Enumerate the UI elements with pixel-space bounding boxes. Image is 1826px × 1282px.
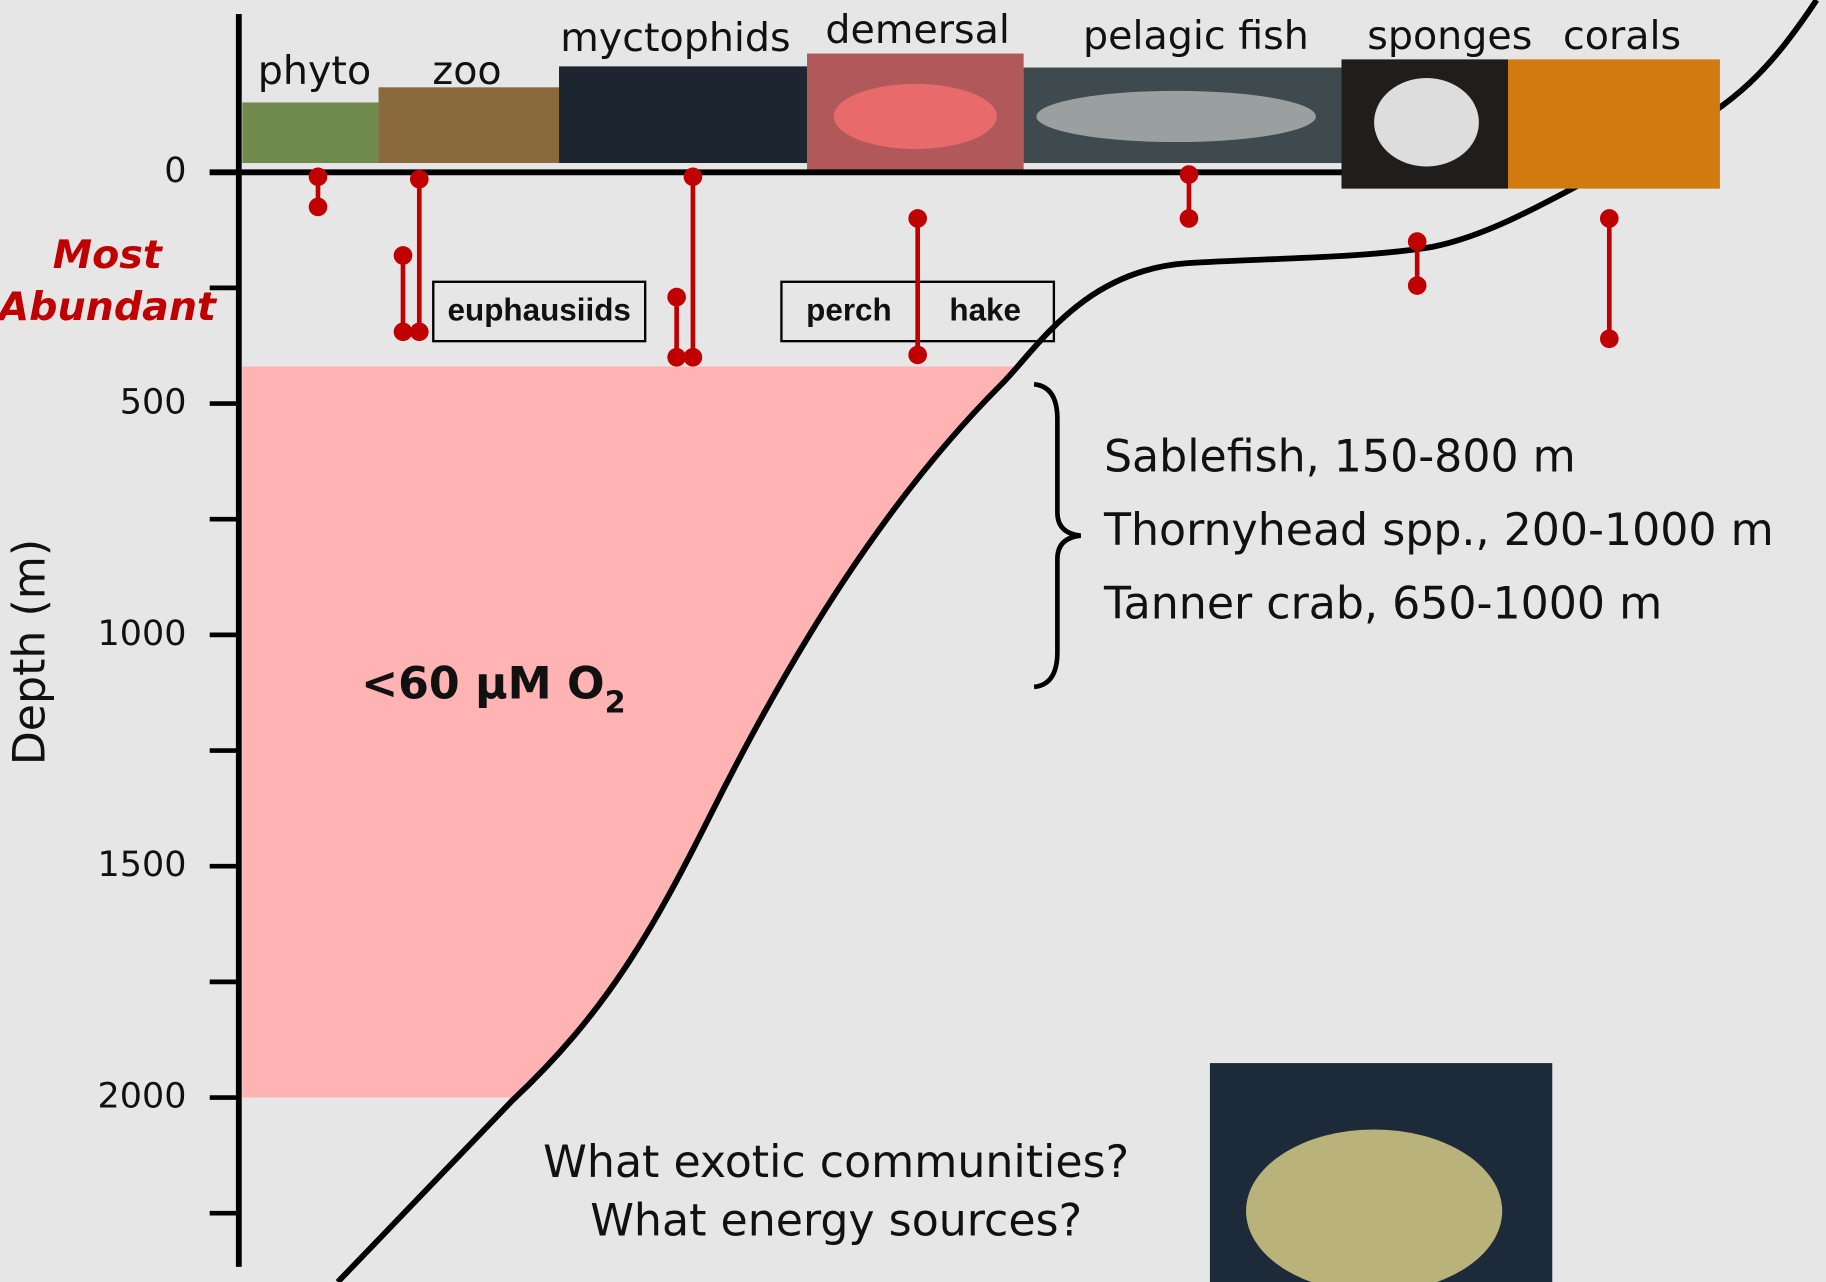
photo-vent-worms <box>1246 1129 1503 1282</box>
tick-label: 1500 <box>98 845 187 885</box>
range-end <box>308 167 328 187</box>
axis-label: Depth (m) <box>4 539 55 765</box>
tick-label: 500 <box>120 383 187 423</box>
group-label: phyto <box>258 48 371 94</box>
group-label: sponges <box>1367 13 1532 59</box>
range-end <box>908 345 927 365</box>
range-end <box>393 246 413 265</box>
range-end <box>1599 329 1619 349</box>
range-end <box>667 287 686 307</box>
tick-label: 1000 <box>98 614 187 654</box>
range-end <box>1407 232 1427 251</box>
tick-label: 0 <box>164 151 186 191</box>
range-end <box>409 169 429 189</box>
brace <box>1033 381 1081 690</box>
group-label: demersal <box>825 7 1010 53</box>
most-abundant: Abundant <box>0 284 218 330</box>
most-abundant: Most <box>53 232 164 278</box>
range-end <box>683 167 703 187</box>
hypoxic-text: <60 μM O <box>361 659 605 710</box>
range-end <box>308 197 328 217</box>
photo-zoo <box>378 87 560 164</box>
group-label: pelagic fish <box>1083 13 1309 59</box>
species-range: Sablefish, 150-800 m <box>1104 432 1576 483</box>
range-end <box>1599 209 1619 228</box>
species-range: Thornyhead spp., 200-1000 m <box>1103 505 1774 556</box>
group-label: myctophids <box>560 15 790 61</box>
photo-coral <box>1508 59 1720 189</box>
range-end <box>1407 276 1427 295</box>
box <box>432 280 647 343</box>
hypoxic-subscript: 2 <box>605 686 626 721</box>
photo-myctophid <box>559 66 808 164</box>
range-end <box>908 209 927 228</box>
box-label: euphausiids <box>448 292 631 327</box>
photo-phyto <box>242 102 379 164</box>
range-end <box>1179 209 1199 228</box>
group-label: corals <box>1563 13 1681 59</box>
group-label: zoo <box>432 48 501 94</box>
range-end <box>683 347 703 367</box>
photo-fish <box>833 83 997 150</box>
species-range: Tanner crab, 650-1000 m <box>1103 578 1662 629</box>
question: What energy sources? <box>590 1195 1082 1246</box>
range-end <box>667 347 686 367</box>
box-label: hake <box>949 292 1021 327</box>
range-end <box>1179 165 1199 184</box>
range-end <box>409 322 429 342</box>
box-label: perch <box>806 292 892 327</box>
photo-fish <box>1036 90 1316 143</box>
range-end <box>393 322 413 342</box>
question: What exotic communities? <box>543 1137 1129 1188</box>
hypoxic-label: <60 μM O2 <box>361 659 626 721</box>
tick-label: 2000 <box>98 1077 187 1117</box>
photo-sponge-body <box>1374 78 1479 167</box>
